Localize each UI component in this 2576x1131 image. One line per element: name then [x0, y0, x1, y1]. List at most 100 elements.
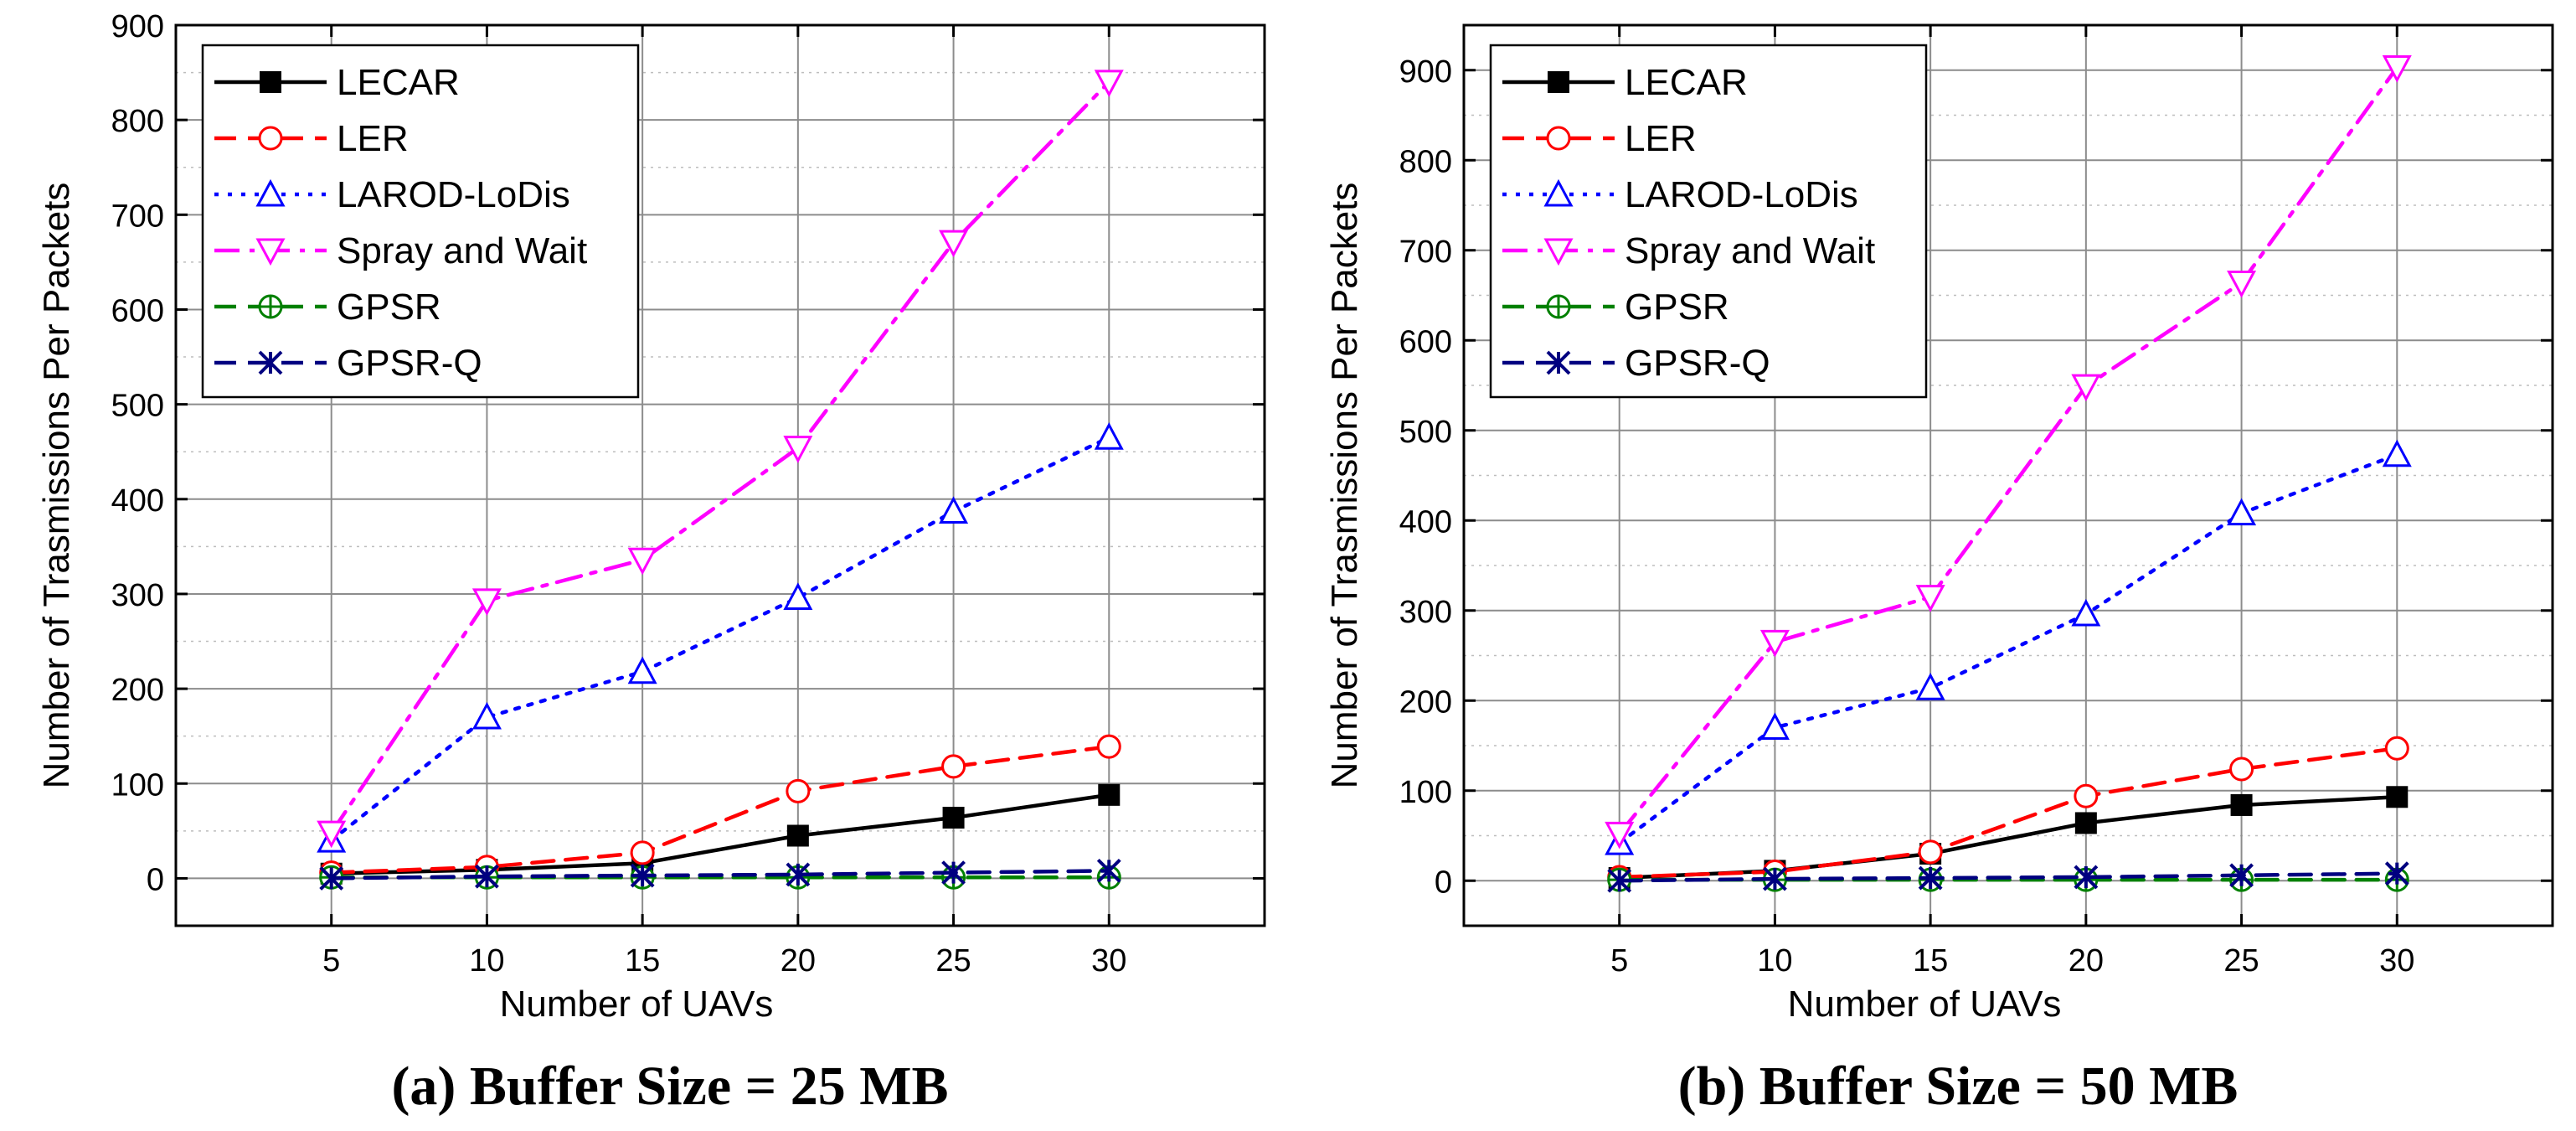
data-point	[630, 863, 655, 888]
series-line	[329, 80, 1111, 835]
plot-frame	[174, 23, 1266, 927]
y-axis-title: Number of Trasmissions Per Packets	[36, 183, 77, 789]
data-point	[2382, 439, 2412, 467]
y-tick-label: 500	[111, 389, 164, 424]
x-tick-label: 15	[1913, 943, 1948, 979]
y-tick-label: 600	[1399, 324, 1452, 359]
series-spray-and-wait	[1605, 55, 2412, 850]
x-tick-label: 10	[469, 943, 504, 979]
chart-b: 0 100 200 300 400 500 600 700 800 900 5 10 15 20 25 30 N…	[1324, 23, 2554, 1117]
series-line	[1617, 452, 2399, 845]
data-point	[2386, 786, 2409, 808]
data-point	[475, 864, 499, 889]
data-point	[1915, 585, 1945, 612]
x-tick-label: 20	[2069, 943, 2104, 979]
legend-label: LER	[337, 118, 409, 159]
data-point	[319, 866, 344, 891]
y-axis-title: Number of Trasmissions Per Packets	[1324, 183, 1365, 789]
legend-marker	[255, 178, 286, 207]
y-tick-label: 0	[1435, 865, 1452, 900]
data-point	[1607, 868, 1632, 893]
y-tick-label: 300	[111, 578, 164, 613]
y-tick-label: 400	[111, 483, 164, 519]
y-tick-label: 700	[111, 199, 164, 234]
plot-frame	[1462, 23, 2554, 927]
data-point	[1098, 783, 1121, 806]
data-point	[2227, 270, 2257, 298]
data-point	[1759, 629, 1790, 658]
series-spray-and-wait	[317, 70, 1124, 849]
x-tick-label: 5	[1610, 943, 1628, 979]
series-line	[1617, 795, 2399, 881]
chart-panel-a: 0 100 200 300 400 500 600 700 800 900 5 10 15 20 25 30 N…	[36, 9, 1266, 1117]
data-point	[1759, 712, 1790, 740]
legend: LECAR LER LAROD-LoDis Spray and Wait GPSR GPS…	[201, 44, 640, 399]
data-point	[1094, 422, 1124, 450]
y-tick-label: 300	[1399, 595, 1452, 630]
x-axis-title: Number of UAVs	[1788, 984, 2062, 1025]
data-point	[783, 436, 813, 463]
y-tick-label: 200	[1399, 684, 1452, 720]
panel-caption: (a) Buffer Size = 25 MB	[391, 1056, 948, 1117]
legend-marker	[1546, 294, 1571, 319]
x-tick-label: 25	[935, 943, 971, 979]
legend-label: Spray and Wait	[337, 230, 587, 271]
series-line	[329, 435, 1111, 843]
series-line	[1617, 871, 2399, 883]
data-point	[1763, 866, 1787, 891]
x-axis-title: Number of UAVs	[500, 984, 774, 1025]
series-larod-lodis	[1605, 439, 2412, 855]
legend-marker	[258, 350, 283, 375]
data-point	[630, 840, 655, 865]
series-line	[329, 744, 1111, 875]
x-tick-label: 5	[322, 943, 340, 979]
y-tick-label: 900	[111, 9, 164, 44]
data-point	[2382, 55, 2412, 83]
data-point	[627, 656, 657, 684]
x-tick-label: 25	[2223, 943, 2259, 979]
legend-label: GPSR-Q	[1625, 343, 1770, 384]
data-point	[786, 778, 811, 803]
chart-a: 0 100 200 300 400 500 600 700 800 900 5 10 15 20 25 30 N…	[36, 9, 1266, 1117]
data-point	[2229, 863, 2254, 888]
legend-marker	[1548, 71, 1569, 93]
legend-marker	[258, 126, 283, 151]
data-point	[786, 824, 809, 847]
y-axis-ticks: 0 100 200 300 400 500 600 700 800 900	[111, 9, 1265, 897]
legend-marker	[1546, 126, 1571, 151]
data-point	[471, 588, 502, 617]
y-tick-label: 400	[1399, 504, 1452, 540]
legend-marker	[1543, 178, 1574, 207]
y-tick-label: 100	[1399, 775, 1452, 810]
legend-marker	[1546, 350, 1571, 375]
y-tick-label: 100	[111, 767, 164, 803]
data-point	[2384, 861, 2409, 886]
legend-box	[201, 44, 640, 399]
y-tick-label: 900	[1399, 54, 1452, 90]
y-axis-ticks: 0 100 200 300 400 500 600 700 800 900	[1399, 54, 2553, 900]
data-point	[1918, 865, 1943, 891]
data-point	[2230, 793, 2253, 816]
series-line	[1617, 65, 2399, 836]
legend-marker	[255, 238, 286, 266]
data-point	[939, 496, 969, 524]
y-tick-label: 200	[111, 673, 164, 708]
y-tick-label: 0	[147, 862, 164, 897]
chart-panel-b: 0 100 200 300 400 500 600 700 800 900 5 10 15 20 25 30 N…	[1288, 0, 2576, 1131]
legend-label: Spray and Wait	[1625, 230, 1875, 271]
data-point	[941, 754, 966, 779]
x-tick-label: 30	[1091, 943, 1126, 979]
data-point	[1096, 858, 1121, 883]
legend-label: LECAR	[337, 62, 460, 103]
x-axis-ticks: 5 10 15 20 25 30	[1610, 25, 2414, 979]
legend-box	[1489, 44, 1928, 399]
data-point	[1096, 734, 1121, 759]
data-point	[2071, 598, 2101, 627]
legend-label: LAROD-LoDis	[1625, 174, 1858, 215]
data-point	[2071, 374, 2101, 402]
data-point	[2074, 865, 2099, 890]
x-tick-label: 15	[625, 943, 660, 979]
series-gpsr-q	[319, 858, 1121, 891]
data-point	[317, 820, 347, 849]
data-point	[2384, 736, 2409, 761]
